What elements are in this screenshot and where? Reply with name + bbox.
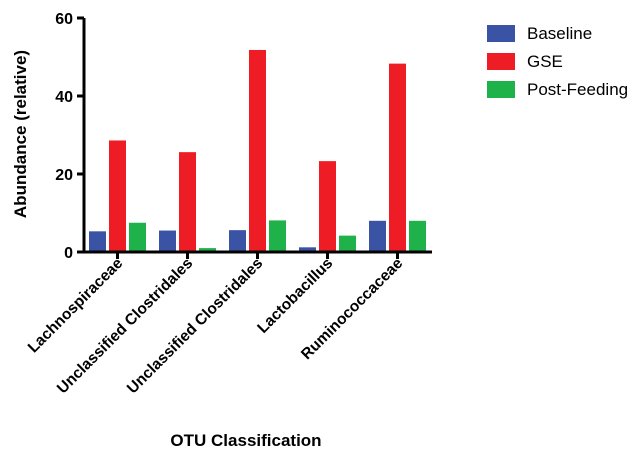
bar-post-feeding-3 (269, 220, 286, 252)
legend-swatch-gse (487, 53, 515, 70)
y-ticks-group: 0 20 40 60 (55, 11, 84, 262)
legend-label: Post-Feeding (527, 80, 628, 99)
y-tick-label: 0 (64, 245, 73, 262)
legend-label: GSE (527, 52, 563, 71)
legend: Baseline GSE Post-Feeding (487, 24, 628, 99)
bar-post-feeding-2 (199, 248, 216, 252)
bar-baseline-5 (369, 220, 386, 252)
bar-baseline-1 (89, 231, 106, 252)
bar-baseline-4 (299, 247, 316, 252)
bars-group (89, 49, 426, 253)
x-tick-label: Unclassified Clostridales (124, 255, 266, 397)
y-tick-label: 20 (55, 167, 73, 184)
x-axis-title: OTU Classification (170, 431, 321, 450)
x-tick-label: Unclassified Clostridales (54, 255, 196, 397)
legend-swatch-post-feeding (487, 81, 515, 98)
y-tick-label: 40 (55, 89, 73, 106)
bar-gse-4 (319, 161, 336, 252)
y-tick-label: 60 (55, 11, 73, 28)
y-axis-title: Abundance (relative) (11, 50, 30, 218)
bar-post-feeding-1 (129, 222, 146, 252)
bar-post-feeding-5 (409, 220, 426, 252)
bar-baseline-2 (159, 230, 176, 252)
legend-label: Baseline (527, 24, 592, 43)
bar-baseline-3 (229, 230, 246, 252)
legend-swatch-baseline (487, 25, 515, 42)
bar-gse-3 (249, 49, 266, 253)
bar-gse-1 (109, 140, 126, 252)
bar-gse-2 (179, 152, 196, 252)
bar-post-feeding-4 (339, 235, 356, 252)
bar-gse-5 (389, 63, 406, 252)
